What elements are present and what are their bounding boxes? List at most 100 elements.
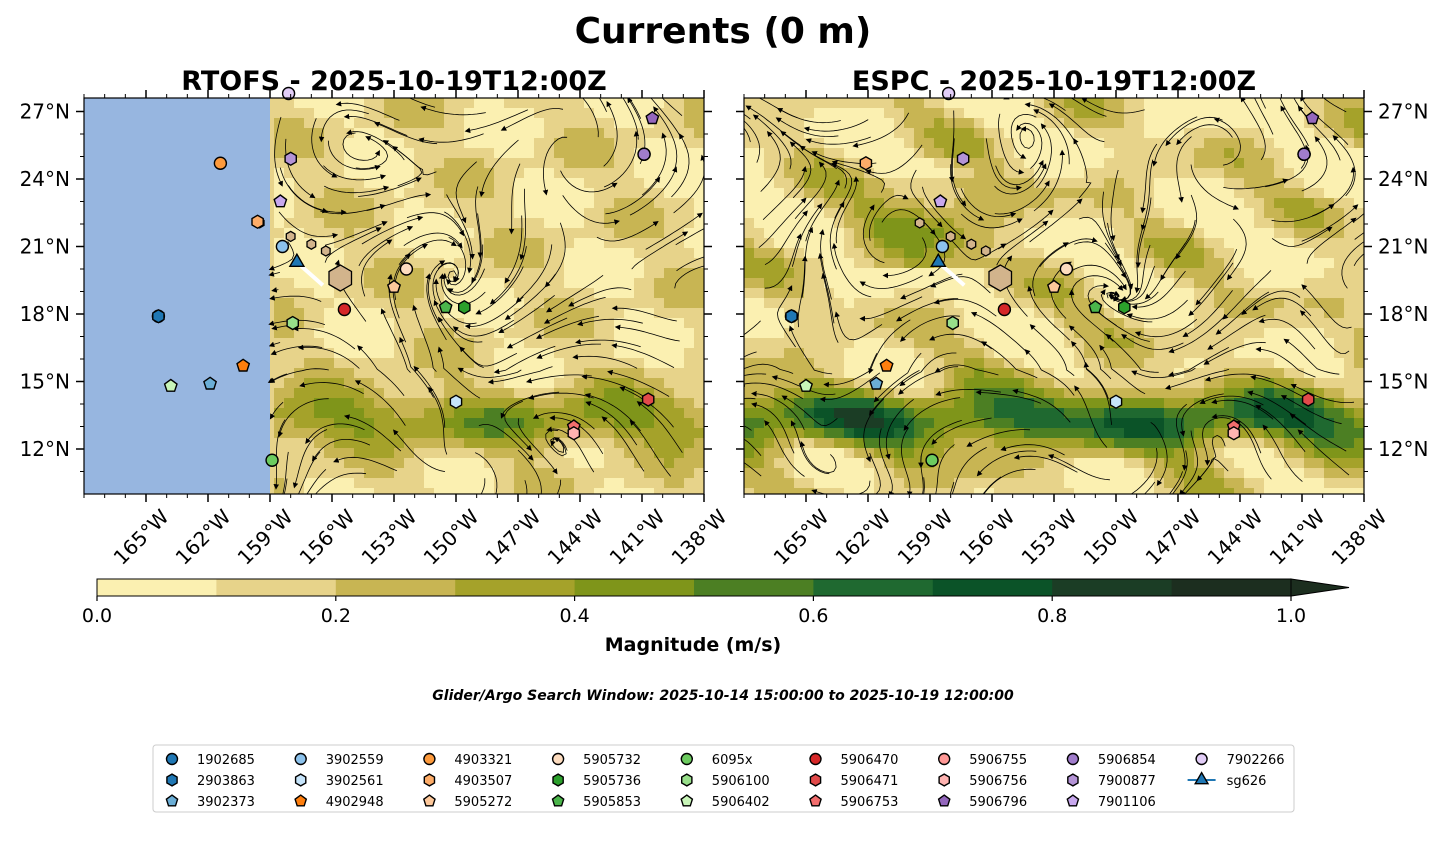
lon-tick-label: 153°W [357, 504, 422, 569]
colorbar-segment [455, 579, 576, 596]
legend-marker-2-1 [423, 773, 436, 787]
lon-tick-label: 159°W [893, 504, 958, 569]
legend-label: 4903507 [454, 774, 512, 789]
lon-tick-label: 150°W [1079, 504, 1144, 569]
island-maui [320, 245, 331, 257]
marker-3902373 [203, 376, 218, 390]
colorbar-tick-label: 0.2 [321, 605, 351, 627]
streamlines [744, 98, 1364, 494]
marker-5906100 [286, 315, 299, 331]
legend-label: 5906470 [841, 753, 899, 768]
legend-marker-6-2 [937, 794, 951, 807]
legend-label: 4903321 [454, 753, 512, 768]
marker-5906796 [645, 110, 660, 125]
legend-marker-1-0 [294, 752, 307, 766]
marker-5905736 [458, 299, 471, 315]
marker-5906402 [798, 378, 814, 392]
legend-marker-5-1 [809, 773, 822, 787]
legend-label: 5905732 [583, 753, 641, 768]
legend-marker-4-1 [681, 773, 693, 787]
colorbar-segment [216, 579, 337, 596]
legend-label: 3902559 [326, 753, 384, 768]
lon-tick-label: 156°W [295, 504, 360, 569]
marker-5906100 [946, 315, 959, 331]
marker-sg626 [288, 252, 306, 267]
marker-2903863 [785, 308, 798, 324]
float-markers [151, 86, 660, 467]
marker-4903321 [213, 156, 228, 170]
colorbar-tick-label: 0.4 [559, 605, 589, 627]
legend-marker-0-2 [165, 794, 179, 807]
marker-3902373 [869, 376, 884, 390]
legend-label: 5906471 [841, 774, 899, 789]
colorbar: 0.0 0.2 0.4 0.6 0.8 1.0 [82, 578, 1350, 627]
lon-tick-label: 147°W [1141, 504, 1206, 569]
lat-tick-label: 24°N [1378, 167, 1428, 191]
lon-tick-label: 144°W [1203, 504, 1268, 569]
marker-5906471 [1301, 392, 1315, 407]
map-panel-rtofs: RTOFS - 2025-10-19T12:00Z165°W162°W159°W… [20, 66, 732, 570]
legend-label: 6095x [712, 753, 753, 768]
colorbar-label: Magnitude (m/s) [605, 634, 782, 656]
marker-3902559 [275, 239, 290, 254]
legend-marker-4-2 [680, 794, 694, 807]
marker-3902559 [935, 239, 950, 254]
colorbar-frame [96, 578, 1292, 597]
marker-5905853 [1088, 299, 1103, 314]
legend-label: 4902948 [326, 795, 384, 810]
colorbar-tick-label: 1.0 [1276, 605, 1306, 627]
colorbar-segment [335, 579, 456, 596]
legend-marker-1-2 [294, 794, 308, 807]
legend-label: 7902266 [1227, 753, 1285, 768]
lat-tick-label: 21°N [1378, 235, 1428, 259]
marker-5906756 [567, 425, 581, 441]
colorbar-extend-arrow [1290, 578, 1350, 597]
colorbar-segment [694, 579, 814, 596]
marker-4902948 [879, 358, 894, 372]
legend-label: 3902373 [197, 795, 255, 810]
legend: 1902685 2903863 3902373 3902559 3902561 49029… [152, 744, 1295, 813]
legend-marker-6-0 [938, 752, 951, 766]
marker-5906402 [163, 378, 178, 392]
legend-marker-3-2 [551, 794, 565, 807]
marker-5906756 [1227, 425, 1241, 441]
legend-label: 5906402 [712, 795, 770, 810]
legend-label: 3902561 [326, 774, 384, 789]
lon-tick-label: 138°W [1327, 504, 1392, 569]
lat-tick-label: 27°N [1378, 100, 1428, 124]
map-panel-espc: ESPC - 2025-10-19T12:00Z165°W162°W159°W1… [736, 66, 1428, 570]
island-maui [980, 245, 991, 257]
legend-label: 5906755 [969, 753, 1027, 768]
legend-marker-4-0 [680, 752, 693, 766]
lon-tick-label: 138°W [667, 504, 732, 569]
marker-5906470 [997, 302, 1012, 317]
marker-7900877 [956, 151, 970, 167]
legend-marker-2-2 [422, 794, 436, 807]
island-molokai [306, 238, 317, 250]
legend-marker-3-1 [552, 773, 564, 787]
island-oahu [945, 230, 956, 243]
legend-label: 1902685 [197, 753, 255, 768]
marker-4903507 [859, 155, 873, 171]
marker-5906471 [641, 392, 655, 407]
colorbar-segment [1171, 579, 1292, 596]
legend-marker-7-1 [1067, 773, 1079, 787]
legend-marker-2-0 [423, 752, 436, 766]
legend-label: 2903863 [197, 774, 255, 789]
lat-tick-label: 12°N [1378, 437, 1428, 461]
lat-tick-label: 15°N [20, 370, 70, 394]
marker-4903507 [251, 214, 264, 230]
figure-suptitle: Currents (0 m) [575, 11, 872, 52]
marker-5905853 [438, 299, 453, 314]
lon-tick-label: 150°W [419, 504, 484, 569]
lon-tick-label: 165°W [109, 504, 174, 569]
lat-tick-label: 21°N [20, 235, 70, 259]
lon-tick-label: 141°W [605, 504, 670, 569]
lat-tick-label: 18°N [20, 302, 70, 326]
marker-5905732 [399, 262, 414, 276]
legend-marker-3-0 [551, 752, 565, 766]
hawaiian-islands [914, 217, 1013, 292]
legend-marker-0-0 [165, 752, 179, 766]
colorbar-segment [574, 579, 695, 596]
